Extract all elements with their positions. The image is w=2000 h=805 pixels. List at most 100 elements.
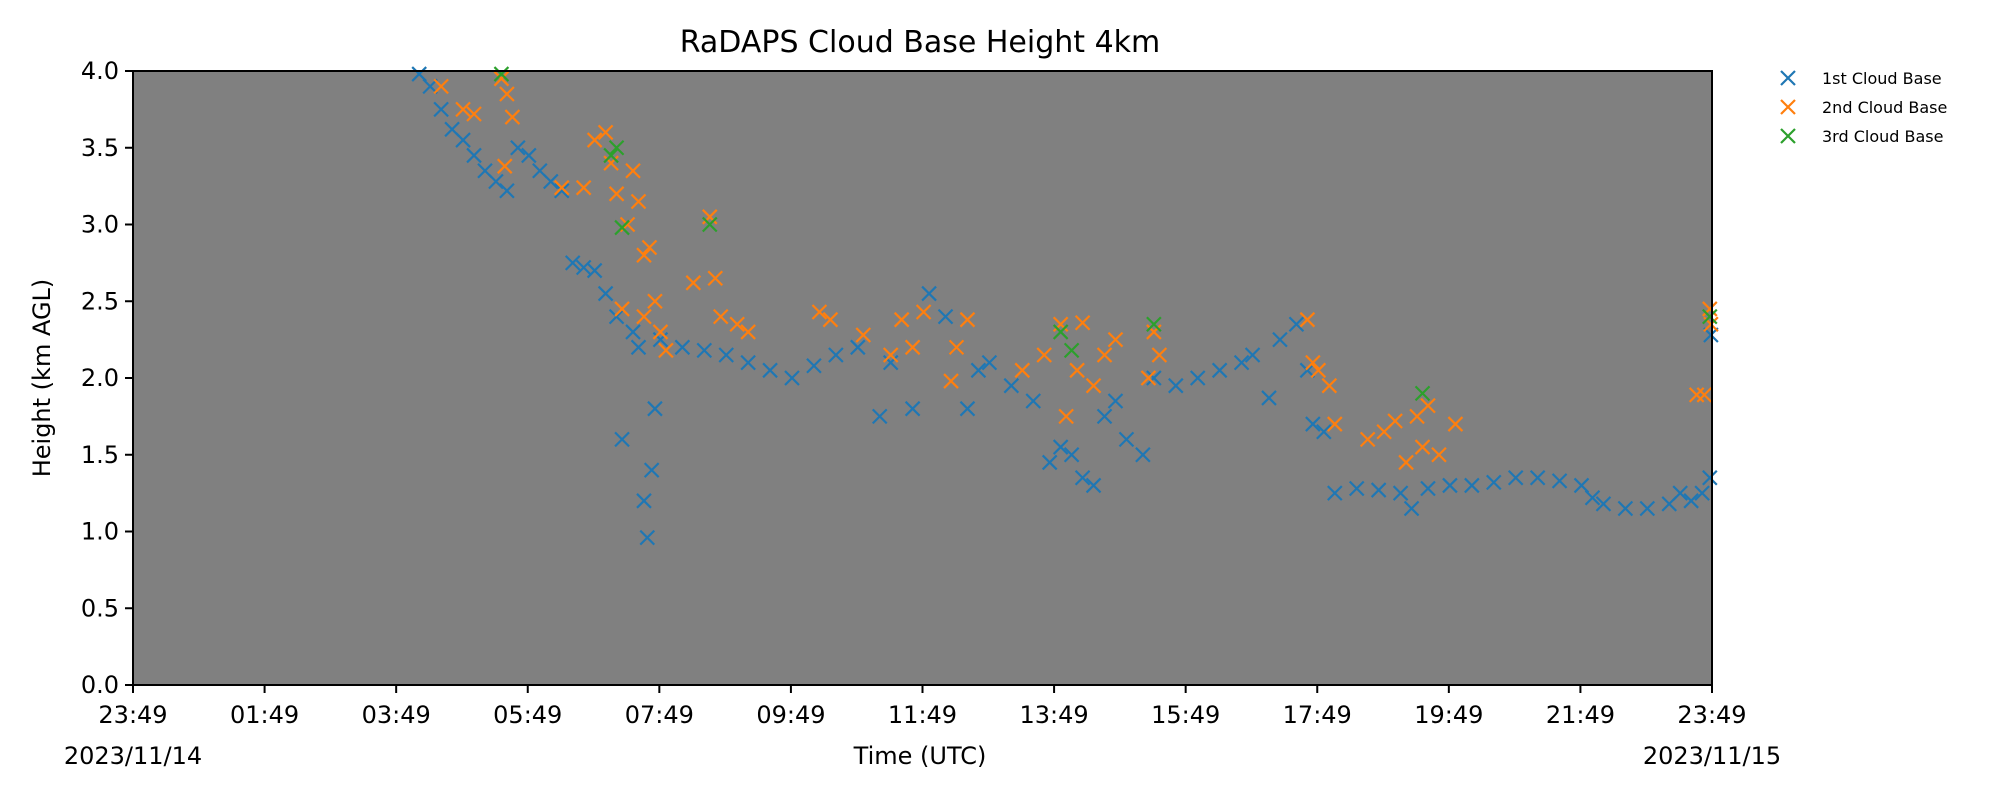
data-point <box>1052 439 1069 455</box>
data-point <box>1146 316 1162 333</box>
data-point <box>1529 469 1546 486</box>
data-point <box>1052 324 1069 340</box>
x-tick-label: 23:49 <box>1677 701 1746 729</box>
data-point <box>647 293 663 310</box>
data-point <box>496 158 513 174</box>
data-point <box>1261 390 1277 406</box>
data-point <box>641 239 658 256</box>
y-tick-label: 2.0 <box>81 364 119 392</box>
data-point <box>1288 316 1305 333</box>
chart-title: RaDAPS Cloud Base Height 4km <box>680 25 1161 60</box>
data-point <box>521 147 537 164</box>
y-axis-label: Height (km AGL) <box>28 279 56 478</box>
data-point <box>1420 397 1436 414</box>
data-point <box>630 339 647 356</box>
data-point <box>1348 480 1365 497</box>
data-point <box>784 370 800 386</box>
y-tick-label: 1.0 <box>81 518 119 546</box>
data-point <box>1617 500 1634 517</box>
data-point <box>959 311 976 328</box>
legend-marker <box>1780 70 1796 86</box>
data-point <box>850 339 866 356</box>
data-point <box>1107 393 1124 409</box>
x-end-date-label: 2023/11/15 <box>1643 742 1781 770</box>
data-point <box>643 462 660 478</box>
data-point <box>981 354 998 371</box>
data-point <box>608 139 625 156</box>
data-point <box>652 324 669 340</box>
data-point <box>970 362 987 379</box>
data-point <box>1036 347 1052 363</box>
data-point <box>1074 314 1091 331</box>
data-point <box>893 311 910 328</box>
data-point <box>1507 469 1524 486</box>
y-axis: 0.0 0.5 1.0 1.5 2.0 2.5 3.0 3.5 4.0 <box>81 57 133 699</box>
data-point <box>542 173 559 190</box>
data-point <box>510 139 526 156</box>
data-point <box>639 529 656 546</box>
data-point <box>806 357 822 374</box>
data-point <box>1702 469 1718 486</box>
data-point <box>707 270 724 287</box>
data-point <box>828 347 844 363</box>
x-tick-label: 19:49 <box>1414 701 1483 729</box>
data-point <box>575 179 592 196</box>
data-point <box>740 354 756 371</box>
data-point <box>636 493 652 509</box>
data-point <box>1442 477 1458 494</box>
data-point <box>855 327 872 343</box>
data-point <box>696 342 713 359</box>
legend-marker <box>1780 99 1796 115</box>
data-point <box>499 182 515 199</box>
data-point <box>712 308 729 325</box>
data-point <box>882 354 899 371</box>
data-point <box>658 342 674 359</box>
data-point <box>701 216 718 233</box>
data-point <box>553 179 570 196</box>
data-point <box>625 162 641 179</box>
data-point <box>586 262 603 279</box>
data-point <box>614 301 630 317</box>
data-point <box>1414 385 1431 402</box>
x-tick-label: 17:49 <box>1283 701 1352 729</box>
data-point <box>1135 446 1151 463</box>
data-point <box>1272 331 1288 348</box>
data-point <box>1392 485 1409 501</box>
data-point <box>1696 387 1713 403</box>
series-3 <box>493 66 1718 402</box>
data-point <box>630 193 647 210</box>
data-point <box>1305 416 1321 432</box>
data-point <box>1168 377 1184 394</box>
data-point <box>1085 477 1102 494</box>
data-point <box>1694 485 1710 501</box>
data-point <box>575 259 592 276</box>
data-point <box>729 316 745 333</box>
x-axis: 23:49 01:49 03:49 05:49 07:49 09:49 11:49 13:49… <box>98 685 1747 729</box>
data-point <box>1096 347 1113 363</box>
data-point <box>422 78 438 95</box>
data-point <box>740 324 756 340</box>
x-tick-label: 03:49 <box>362 701 431 729</box>
data-point <box>1074 469 1091 486</box>
data-point <box>921 285 937 302</box>
y-tick-label: 0.5 <box>81 594 119 622</box>
data-point <box>1299 362 1316 379</box>
data-marks <box>411 66 1719 546</box>
x-tick-label: 09:49 <box>756 701 825 729</box>
y-tick-label: 3.0 <box>81 211 119 239</box>
data-point <box>943 373 959 389</box>
data-point <box>1096 408 1113 425</box>
data-point <box>1316 423 1332 440</box>
plot-background <box>133 71 1712 685</box>
data-point <box>636 247 652 263</box>
legend-label: 2nd Cloud Base <box>1822 98 1947 117</box>
data-point <box>625 324 641 340</box>
data-point <box>1025 393 1042 409</box>
data-point <box>1639 500 1656 517</box>
data-point <box>674 339 691 356</box>
data-point <box>1189 370 1206 386</box>
data-point <box>608 186 625 202</box>
data-point <box>1211 362 1228 379</box>
data-point <box>1702 308 1718 325</box>
data-point <box>1310 362 1327 379</box>
